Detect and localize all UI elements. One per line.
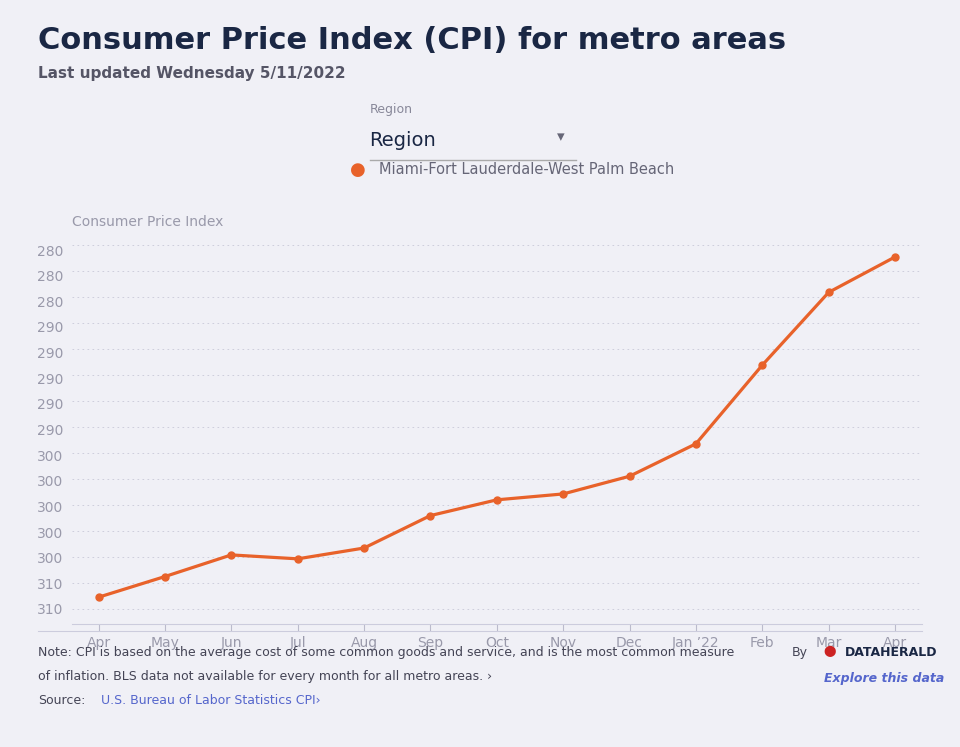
Text: Consumer Price Index (CPI) for metro areas: Consumer Price Index (CPI) for metro are…	[38, 26, 786, 55]
Text: Explore this data: Explore this data	[824, 672, 944, 684]
Text: ●: ●	[350, 161, 366, 179]
Text: Region: Region	[370, 131, 437, 150]
Text: Miami-Fort Lauderdale-West Palm Beach: Miami-Fort Lauderdale-West Palm Beach	[379, 162, 675, 177]
Text: ⬤: ⬤	[824, 646, 836, 657]
Text: By: By	[792, 646, 808, 659]
Text: Note: CPI is based on the average cost of some common goods and service, and is : Note: CPI is based on the average cost o…	[38, 646, 734, 659]
Text: U.S. Bureau of Labor Statistics CPI›: U.S. Bureau of Labor Statistics CPI›	[101, 694, 321, 707]
Text: DATAHERALD: DATAHERALD	[845, 646, 937, 659]
Text: Region: Region	[370, 103, 413, 116]
Text: ▾: ▾	[557, 129, 564, 144]
Text: Consumer Price Index: Consumer Price Index	[72, 215, 224, 229]
Text: of inflation. BLS data not available for every month for all metro areas. ›: of inflation. BLS data not available for…	[38, 670, 492, 683]
Text: Last updated Wednesday 5/11/2022: Last updated Wednesday 5/11/2022	[38, 66, 346, 81]
Text: Source:: Source:	[38, 694, 85, 707]
